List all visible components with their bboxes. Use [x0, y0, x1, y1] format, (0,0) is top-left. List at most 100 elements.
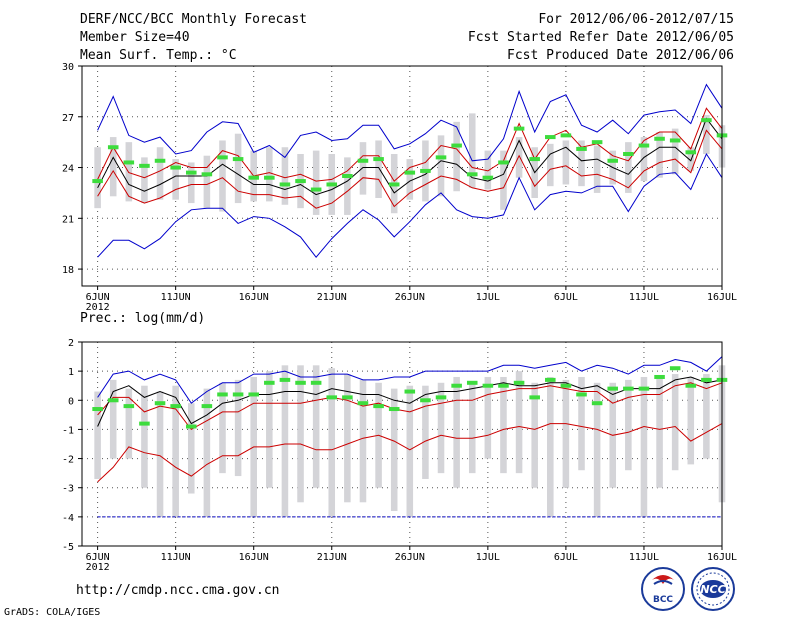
panel2-median-mark — [139, 421, 150, 426]
grads-credit: GrADS: COLA/IGES — [4, 607, 101, 618]
panel1-frame — [81, 65, 723, 287]
panel2-median-mark — [201, 404, 213, 409]
panel2-box — [500, 376, 507, 474]
panel2-box — [141, 385, 148, 488]
precip-panel-title: Prec.: log(mm/d) — [80, 311, 206, 326]
panel1-box — [468, 113, 476, 188]
source-url[interactable]: http://cmdp.ncc.cma.gov.cn — [76, 583, 280, 598]
panel1-envelope-min-line — [97, 152, 723, 258]
panel1-xtick-label: 16JUL — [707, 292, 737, 303]
panel2-ytick-label: -5 — [62, 542, 74, 553]
panel1-box — [578, 140, 585, 187]
panel2-median-mark — [232, 392, 244, 397]
panel1-median-mark — [139, 163, 150, 168]
panel1-xtick-label: 6JUN — [86, 292, 110, 303]
panel1-box — [500, 150, 507, 210]
panel2-median-mark — [482, 383, 494, 388]
panel2-box — [390, 388, 398, 512]
panel2-box — [593, 382, 601, 517]
panel2-box — [515, 371, 523, 474]
panel1-ytick-label: 27 — [62, 113, 74, 124]
panel2-xtick-year: 2012 — [86, 562, 110, 573]
panel2-median-mark — [248, 392, 259, 397]
panel1-xtick-label: 1JUL — [476, 292, 500, 303]
panel2-box — [468, 382, 476, 474]
panel2-upper-percentile-line — [97, 382, 723, 431]
panel2-box — [156, 391, 164, 517]
panel2-median-mark — [217, 392, 228, 397]
panel2-median-mark — [685, 383, 697, 388]
panel1-box — [219, 140, 226, 212]
panel2-box — [562, 379, 570, 488]
panel1-median-mark — [669, 138, 681, 143]
panel2-median-mark — [638, 386, 650, 391]
panel1-box — [562, 140, 570, 185]
panel2-median-mark — [388, 407, 400, 412]
panel2-median-mark — [435, 395, 447, 400]
panel1-median-mark — [654, 136, 665, 141]
panel1-median-mark — [326, 182, 338, 187]
panel1-box — [437, 135, 445, 197]
panel2-lower-percentile-line — [97, 423, 723, 483]
panel2-box — [656, 376, 663, 488]
panel1-ytick-label: 24 — [62, 164, 74, 175]
panel2-box — [281, 365, 289, 517]
panel1-box — [406, 159, 414, 200]
panel2-median-mark — [295, 380, 306, 385]
bcc-logo: BCC — [641, 567, 685, 611]
panel1-xtick-label: 21JUN — [317, 292, 347, 303]
panel2-ytick-label: -2 — [62, 455, 74, 466]
panel1-xtick-label: 26JUN — [395, 292, 425, 303]
panel1-box — [671, 128, 679, 175]
bcc-logo-text: BCC — [653, 595, 673, 605]
panel1-median-mark — [420, 168, 431, 173]
panel2-median-mark — [170, 404, 181, 409]
ncc-logo: NCC — [691, 567, 735, 611]
panel2-box — [640, 376, 648, 517]
panel2-box — [453, 376, 460, 488]
panel2-median-mark — [560, 383, 572, 388]
panel2-box — [422, 385, 429, 479]
panel2-median-mark — [576, 392, 587, 397]
panel1-box — [640, 137, 648, 182]
panel1-median-mark — [591, 140, 603, 145]
panel2-box — [344, 374, 351, 503]
panel2-median-mark — [654, 374, 665, 379]
panel2-median-mark — [310, 380, 322, 385]
panel2-box — [578, 376, 585, 471]
panel2-box — [531, 382, 538, 488]
panel2-median-mark — [357, 401, 369, 406]
panel1-ytick-label: 30 — [62, 62, 74, 73]
panel1-box — [344, 157, 351, 215]
panel2-xtick-label: 11JUL — [629, 552, 659, 563]
panel1-median-mark — [498, 160, 509, 165]
panel1-lower-percentile-line — [97, 129, 723, 209]
panel2-ytick-label: 2 — [68, 338, 74, 349]
panel2-xtick-label: 1JUL — [476, 552, 500, 563]
panel1-xtick-label: 6JUL — [554, 292, 578, 303]
panel1-median-mark — [123, 160, 135, 165]
panel1-box — [687, 147, 695, 171]
panel2-median-mark — [591, 401, 603, 406]
panel1-box — [515, 137, 523, 178]
panel2-median-mark — [669, 366, 681, 371]
panel1-box — [547, 143, 554, 187]
panel1-median-mark — [388, 182, 400, 187]
panel2-median-mark — [466, 380, 478, 385]
start-date: Fcst Started Refer Date 2012/06/05 — [467, 30, 734, 45]
panel1-box — [141, 157, 148, 204]
panel2-box — [625, 379, 632, 471]
panel2-xtick-label: 16JUN — [239, 552, 269, 563]
panel2-median-mark — [342, 395, 353, 400]
panel2-box — [687, 376, 695, 465]
panel1-ytick-label: 21 — [62, 214, 74, 225]
panel2-ytick-label: -4 — [62, 513, 74, 524]
panel1-box — [156, 147, 164, 200]
panel1-xtick-label: 11JUN — [161, 292, 191, 303]
panel2-median-mark — [701, 377, 712, 382]
panel1-box — [234, 133, 242, 204]
panel2-envelope-max-line — [97, 356, 723, 404]
panel1-median-mark — [451, 143, 462, 148]
panel1-box — [375, 140, 382, 198]
